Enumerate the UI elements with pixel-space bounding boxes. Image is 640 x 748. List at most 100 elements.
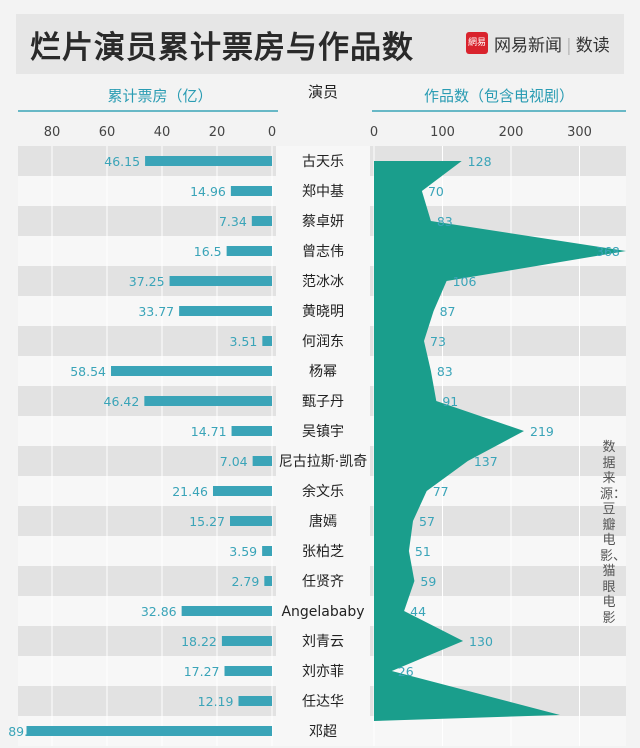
actor-name-label: 张柏芝 [302, 544, 344, 560]
works-tick-label: 300 [567, 125, 592, 140]
box-office-axis-title: 累计票房（亿） [107, 87, 212, 105]
works-data-label: 57 [419, 514, 435, 529]
actor-name-label: 余文乐 [302, 483, 344, 500]
name-row-bg [276, 686, 370, 716]
actor-name-label: 何润东 [302, 334, 344, 350]
box-office-bar [226, 246, 272, 256]
box-office-data-label: 15.27 [189, 514, 225, 529]
name-row-bg [276, 566, 370, 596]
brand-section: 数读 [575, 36, 610, 56]
box-office-bar [212, 486, 272, 496]
works-data-label: 70 [428, 184, 444, 199]
title-bar: 烂片演员累计票房与作品数 網易 网易新闻 | 数读 [16, 14, 624, 74]
name-row-bg [276, 326, 370, 356]
name-row-bg [276, 296, 370, 326]
box-office-tick-label: 20 [209, 125, 226, 140]
works-data-label: 91 [442, 394, 458, 409]
works-tick-label: 100 [430, 125, 455, 140]
box-office-data-label: 46.15 [104, 154, 140, 169]
box-office-bar [262, 546, 272, 556]
actor-name-label: 范冰冰 [302, 273, 344, 290]
box-office-row-bg [18, 566, 280, 596]
box-office-row-bg [18, 536, 280, 566]
box-office-data-label: 3.51 [230, 334, 258, 349]
box-office-bar [230, 516, 272, 526]
box-office-bar [252, 456, 272, 466]
name-row-bg [276, 146, 370, 176]
actor-name-label: 黄晓明 [302, 303, 344, 320]
name-row-bg [276, 626, 370, 656]
box-office-bar [262, 336, 272, 346]
works-axis-title: 作品数（包含电视剧） [424, 87, 574, 105]
name-row-bg [276, 596, 370, 626]
works-data-label: 128 [468, 154, 492, 169]
box-office-bar [264, 576, 272, 586]
actor-name-label: 尼古拉斯·凯奇 [279, 453, 367, 470]
box-office-bar [230, 186, 272, 196]
name-row-bg [276, 176, 370, 206]
actor-name-label: 古天乐 [302, 154, 344, 170]
works-data-label: 83 [437, 364, 453, 379]
box-office-bar [181, 606, 272, 616]
box-office-data-label: 16.5 [194, 244, 222, 259]
box-office-data-label: 37.25 [129, 274, 165, 289]
name-row-bg [276, 206, 370, 236]
works-data-label: 130 [469, 634, 493, 649]
works-row-bg [370, 536, 626, 566]
box-office-bar [238, 696, 272, 706]
name-row-bg [276, 716, 370, 746]
works-tick-label: 0 [370, 125, 378, 140]
netease-logo: 網易 [466, 32, 488, 54]
name-row-bg [276, 446, 370, 476]
name-row-bg [276, 506, 370, 536]
box-office-bar [251, 216, 272, 226]
label-layer: 累计票房（亿） 演员 作品数（包含电视剧）80 60 40 20 0 0 100 200 30012… [8, 83, 620, 740]
box-office-data-label: 33.77 [138, 304, 174, 319]
box-office-data-label: 58.54 [70, 364, 106, 379]
box-office-bar [179, 306, 272, 316]
box-office-data-label: 7.34 [219, 214, 247, 229]
works-data-label: 83 [437, 214, 453, 229]
chart-title: 烂片演员累计票房与作品数 [30, 30, 414, 66]
actor-column-header: 演员 [308, 83, 338, 101]
name-row-bg [276, 656, 370, 686]
works-area-layer [374, 146, 627, 721]
box-office-tick-label: 60 [99, 125, 116, 140]
box-office-tick-label: 80 [44, 125, 61, 140]
box-office-bar [221, 636, 272, 646]
box-office-data-label: 89.27 [8, 724, 44, 739]
box-office-row-bg [18, 326, 280, 356]
works-tick-label: 200 [499, 125, 524, 140]
box-office-tick-label: 0 [268, 125, 276, 140]
box-office-data-label: 14.96 [190, 184, 226, 199]
box-office-bar [26, 726, 272, 736]
name-row-bg [276, 386, 370, 416]
box-office-row-bg [18, 206, 280, 236]
works-data-label: 87 [440, 304, 456, 319]
box-office-tick-label: 40 [154, 125, 171, 140]
works-area-series [374, 146, 627, 721]
name-row-bg [276, 536, 370, 566]
works-row-bg [370, 716, 626, 746]
name-row-bg [276, 236, 370, 266]
actor-name-label: 邓超 [309, 724, 337, 740]
works-data-label: 73 [430, 334, 446, 349]
box-office-data-label: 18.22 [181, 634, 217, 649]
works-data-label: 368 [596, 244, 620, 259]
box-office-data-label: 21.46 [172, 484, 208, 499]
source-note: 数据来源：豆瓣电影、猫眼电影 [600, 440, 627, 626]
works-data-label: 59 [420, 574, 436, 589]
box-office-data-label: 17.27 [184, 664, 220, 679]
box-office-data-label: 2.79 [231, 574, 259, 589]
box-office-bar [169, 276, 272, 286]
box-office-row-bg [18, 446, 280, 476]
actor-name-label: 任达华 [302, 694, 344, 710]
box-office-bar [224, 666, 272, 676]
box-office-data-label: 12.19 [198, 694, 234, 709]
actor-name-label: 甄子丹 [302, 394, 344, 410]
box-office-data-label: 32.86 [141, 604, 177, 619]
works-data-label: 26 [398, 664, 414, 679]
actor-name-label: 任贤齐 [302, 574, 344, 590]
